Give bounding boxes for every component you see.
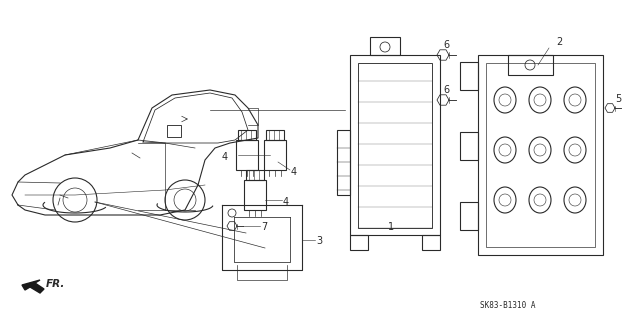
Bar <box>478 55 603 255</box>
Bar <box>238 130 256 140</box>
Bar <box>246 170 264 180</box>
Bar <box>350 235 368 250</box>
Bar <box>460 202 478 230</box>
Text: 6: 6 <box>443 40 449 50</box>
Bar <box>370 37 400 55</box>
Text: 4: 4 <box>291 167 297 177</box>
Text: 4: 4 <box>222 152 228 162</box>
Text: 2: 2 <box>556 37 563 47</box>
Bar <box>350 55 440 235</box>
Bar <box>460 62 478 90</box>
Bar <box>244 180 266 210</box>
Text: 1: 1 <box>388 222 394 232</box>
Polygon shape <box>22 280 44 293</box>
Text: 5: 5 <box>615 94 621 104</box>
Bar <box>460 132 478 160</box>
Bar <box>337 130 350 195</box>
Bar <box>264 140 286 170</box>
Bar <box>508 55 553 75</box>
Bar <box>358 63 432 228</box>
Text: FR.: FR. <box>46 279 65 289</box>
Text: 4: 4 <box>283 197 289 207</box>
Bar <box>236 140 258 170</box>
Bar <box>266 130 284 140</box>
Bar <box>422 235 440 250</box>
Text: 7: 7 <box>261 222 268 232</box>
Text: 3: 3 <box>316 236 322 246</box>
Bar <box>486 63 595 247</box>
Text: 6: 6 <box>443 85 449 95</box>
Bar <box>167 125 181 137</box>
Text: SK83-B1310 A: SK83-B1310 A <box>480 301 536 310</box>
